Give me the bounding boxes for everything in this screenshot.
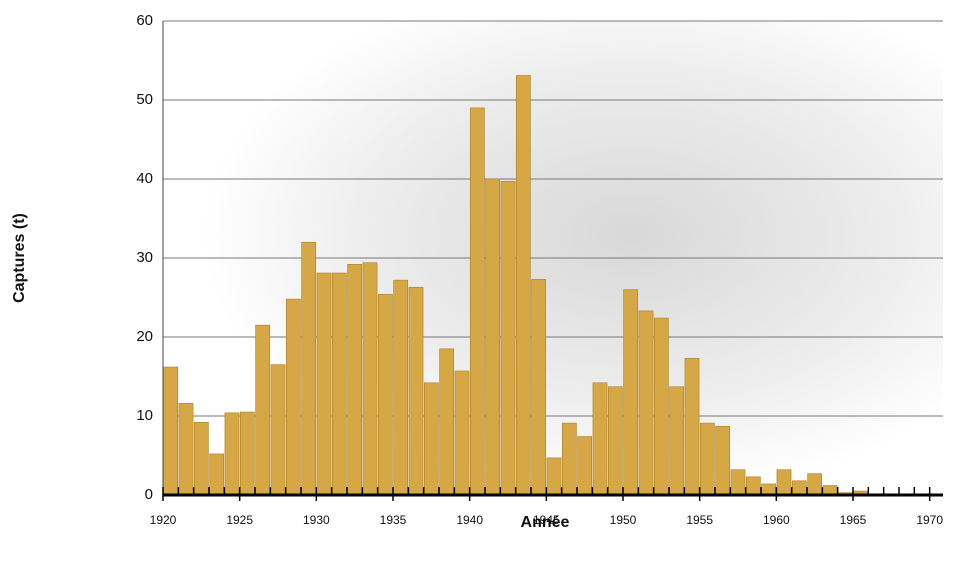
bar [531, 279, 547, 496]
bar [393, 279, 409, 496]
x-tick-label: 1930 [303, 513, 330, 527]
y-tick-label: 0 [145, 486, 153, 503]
bar [408, 286, 424, 496]
x-tick-label: 1955 [686, 513, 713, 527]
bar [776, 469, 792, 496]
bar [423, 382, 439, 496]
bar [623, 289, 639, 496]
bar [592, 382, 608, 496]
bar [577, 436, 593, 496]
bar [515, 75, 531, 496]
x-tick-label: 1940 [456, 513, 483, 527]
bar [193, 422, 209, 496]
bar [454, 370, 470, 496]
bar [347, 264, 363, 496]
x-tick-label: 1920 [150, 513, 177, 527]
bar [684, 358, 700, 496]
y-tick-label: 60 [136, 12, 153, 29]
bar [638, 310, 654, 496]
bar [807, 473, 823, 496]
x-tick-label: 1970 [916, 513, 943, 527]
y-tick-label: 10 [136, 407, 153, 424]
bar [745, 476, 761, 496]
y-axis-label: Captures (t) [11, 213, 28, 303]
y-tick-label: 40 [136, 170, 153, 187]
bar [761, 483, 777, 496]
bar [715, 425, 731, 496]
bar [561, 422, 577, 496]
bar [439, 348, 455, 496]
bar [730, 469, 746, 496]
bar [239, 411, 255, 496]
bar [653, 317, 669, 496]
bar [377, 294, 393, 496]
bar [285, 298, 301, 496]
bar [469, 107, 485, 496]
x-tick-label: 1950 [610, 513, 637, 527]
x-tick-label: 1935 [380, 513, 407, 527]
bar [301, 241, 317, 496]
bar [500, 181, 516, 496]
bar [178, 403, 194, 496]
bar [485, 178, 501, 496]
bar [270, 364, 286, 496]
bar [163, 366, 179, 496]
bar [255, 324, 271, 496]
x-tick-label: 1960 [763, 513, 790, 527]
bar [669, 386, 685, 496]
bar [791, 480, 807, 496]
bar [209, 453, 225, 496]
bar [316, 272, 332, 496]
bar [699, 422, 715, 496]
x-tick-label: 1965 [840, 513, 867, 527]
bar [362, 262, 378, 496]
bar [331, 272, 347, 496]
bar [607, 386, 623, 496]
y-tick-label: 20 [136, 328, 153, 345]
y-tick-label: 50 [136, 91, 153, 108]
x-tick-label: 1925 [226, 513, 253, 527]
bar [546, 457, 562, 496]
x-axis-label: Année [521, 514, 570, 531]
bar [224, 412, 240, 496]
y-tick-label: 30 [136, 249, 153, 266]
x-tick-label: 1945 [533, 513, 560, 527]
